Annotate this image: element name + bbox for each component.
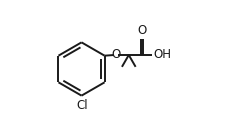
Text: O: O <box>111 48 120 62</box>
Text: Cl: Cl <box>76 99 88 112</box>
Text: O: O <box>137 24 146 37</box>
Text: OH: OH <box>153 48 171 62</box>
